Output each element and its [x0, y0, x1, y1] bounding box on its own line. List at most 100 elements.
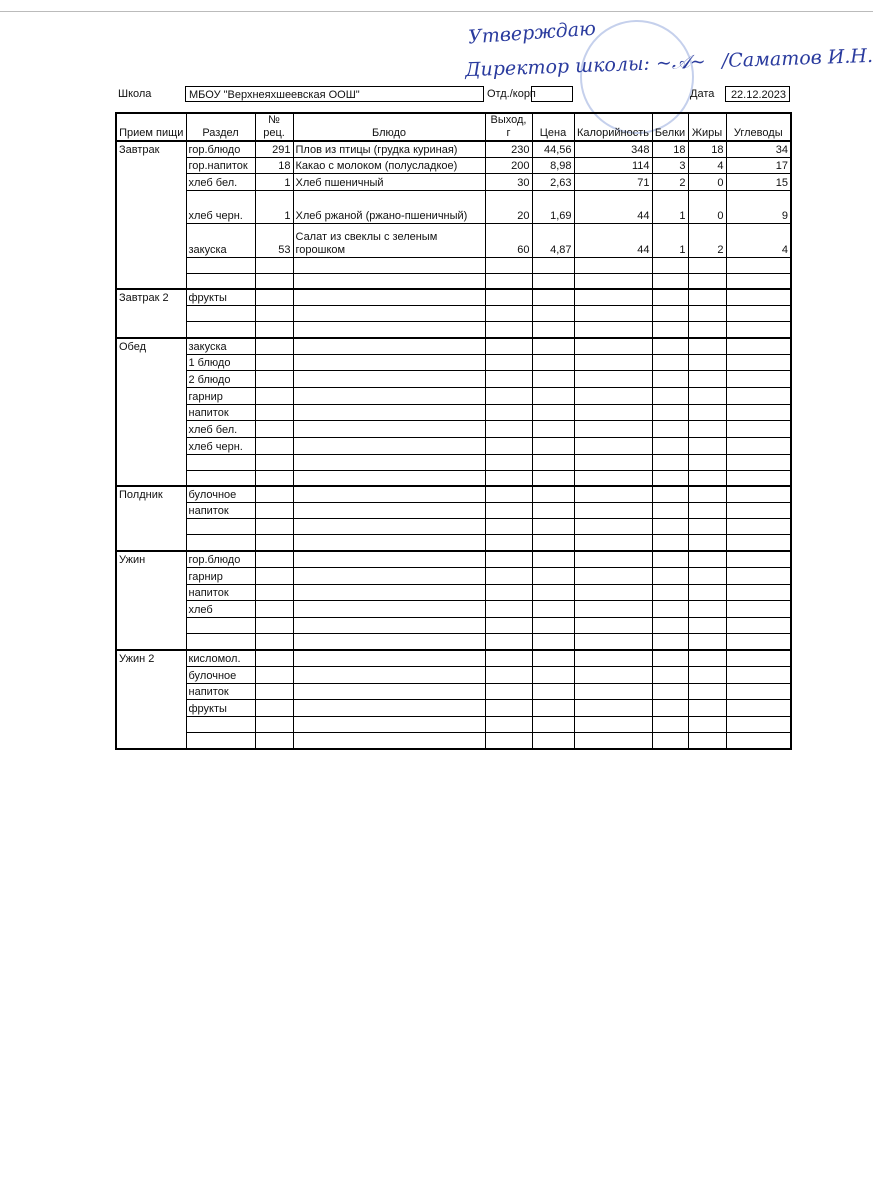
carbs	[725, 436, 792, 455]
portion: 230	[484, 140, 533, 158]
column-header: Жиры	[687, 112, 727, 142]
menu-row	[116, 469, 792, 487]
section: гарнир	[185, 566, 256, 585]
calories	[573, 632, 653, 651]
dish	[292, 599, 486, 618]
fats	[687, 533, 727, 552]
proteins	[651, 550, 689, 568]
calories: 114	[573, 156, 653, 174]
menu-row: напиток	[116, 403, 792, 421]
portion	[484, 272, 533, 290]
recipe-number	[254, 698, 294, 717]
price	[531, 304, 575, 322]
proteins	[651, 533, 689, 552]
recipe-number	[254, 369, 294, 388]
portion	[484, 304, 533, 322]
price	[531, 682, 575, 700]
portion	[484, 715, 533, 733]
calories	[573, 533, 653, 552]
menu-row: гарнир	[116, 566, 792, 585]
dept-label: Отд./корп	[487, 88, 536, 100]
recipe-number: 18	[254, 156, 294, 174]
calories	[573, 698, 653, 717]
carbs	[725, 320, 792, 339]
proteins	[651, 419, 689, 438]
proteins	[651, 256, 689, 274]
dish	[292, 288, 486, 306]
price	[531, 632, 575, 651]
dish	[292, 501, 486, 519]
price	[531, 386, 575, 405]
section: булочное	[185, 485, 256, 503]
recipe-number	[254, 288, 294, 306]
calories	[573, 453, 653, 471]
carbs	[725, 403, 792, 421]
section: хлеб бел.	[185, 419, 256, 438]
recipe-number	[254, 731, 294, 750]
fats	[687, 632, 727, 651]
proteins: 1	[651, 222, 689, 258]
menu-row	[116, 715, 792, 733]
fats	[687, 682, 727, 700]
carbs	[725, 469, 792, 487]
price	[531, 353, 575, 371]
proteins	[651, 501, 689, 519]
dish	[292, 485, 486, 503]
price	[531, 288, 575, 306]
school-label: Школа	[118, 88, 152, 100]
portion: 60	[484, 222, 533, 258]
menu-row: Завтрак гор.блюдо 291 Плов из птицы (грудка…	[115, 140, 792, 290]
calories	[573, 403, 653, 421]
recipe-number	[254, 533, 294, 552]
proteins	[651, 583, 689, 601]
carbs	[725, 272, 792, 290]
menu-row: хлеб бел.	[116, 419, 792, 438]
dish	[292, 353, 486, 371]
portion	[484, 550, 533, 568]
menu-row	[116, 304, 792, 322]
dish	[292, 632, 486, 651]
proteins	[651, 436, 689, 455]
price	[531, 256, 575, 274]
section: 2 блюдо	[185, 369, 256, 388]
fats	[687, 616, 727, 634]
proteins	[651, 453, 689, 471]
fats: 2	[687, 222, 727, 258]
proteins	[651, 403, 689, 421]
calories	[573, 369, 653, 388]
menu-row	[116, 533, 792, 552]
section	[185, 453, 256, 471]
fats	[687, 419, 727, 438]
section	[185, 304, 256, 322]
portion	[484, 698, 533, 717]
price	[531, 403, 575, 421]
fats	[687, 353, 727, 371]
price	[531, 419, 575, 438]
portion: 30	[484, 172, 533, 191]
calories	[573, 256, 653, 274]
proteins	[651, 517, 689, 535]
carbs	[725, 632, 792, 651]
recipe-number	[254, 469, 294, 487]
carbs	[725, 369, 792, 388]
column-header: Белки	[651, 112, 689, 142]
calories	[573, 649, 653, 667]
menu-row	[116, 320, 792, 339]
section: напиток	[185, 583, 256, 601]
price	[531, 731, 575, 750]
menu-row	[116, 256, 792, 274]
menu-row: напиток	[116, 501, 792, 519]
proteins	[651, 272, 689, 290]
dish: Салат из свеклы с зеленым горошком	[292, 222, 486, 258]
fats	[687, 550, 727, 568]
carbs	[725, 533, 792, 552]
proteins	[651, 288, 689, 306]
section: закуска	[185, 222, 256, 258]
dish: Хлеб ржаной (ржано-пшеничный)	[292, 189, 486, 224]
section	[185, 616, 256, 634]
fats	[687, 272, 727, 290]
menu-row: хлеб черн. 1 Хлеб ржаной (ржано-пшеничный)…	[116, 189, 792, 224]
carbs: 17	[725, 156, 792, 174]
recipe-number: 1	[254, 189, 294, 224]
fats	[687, 485, 727, 503]
